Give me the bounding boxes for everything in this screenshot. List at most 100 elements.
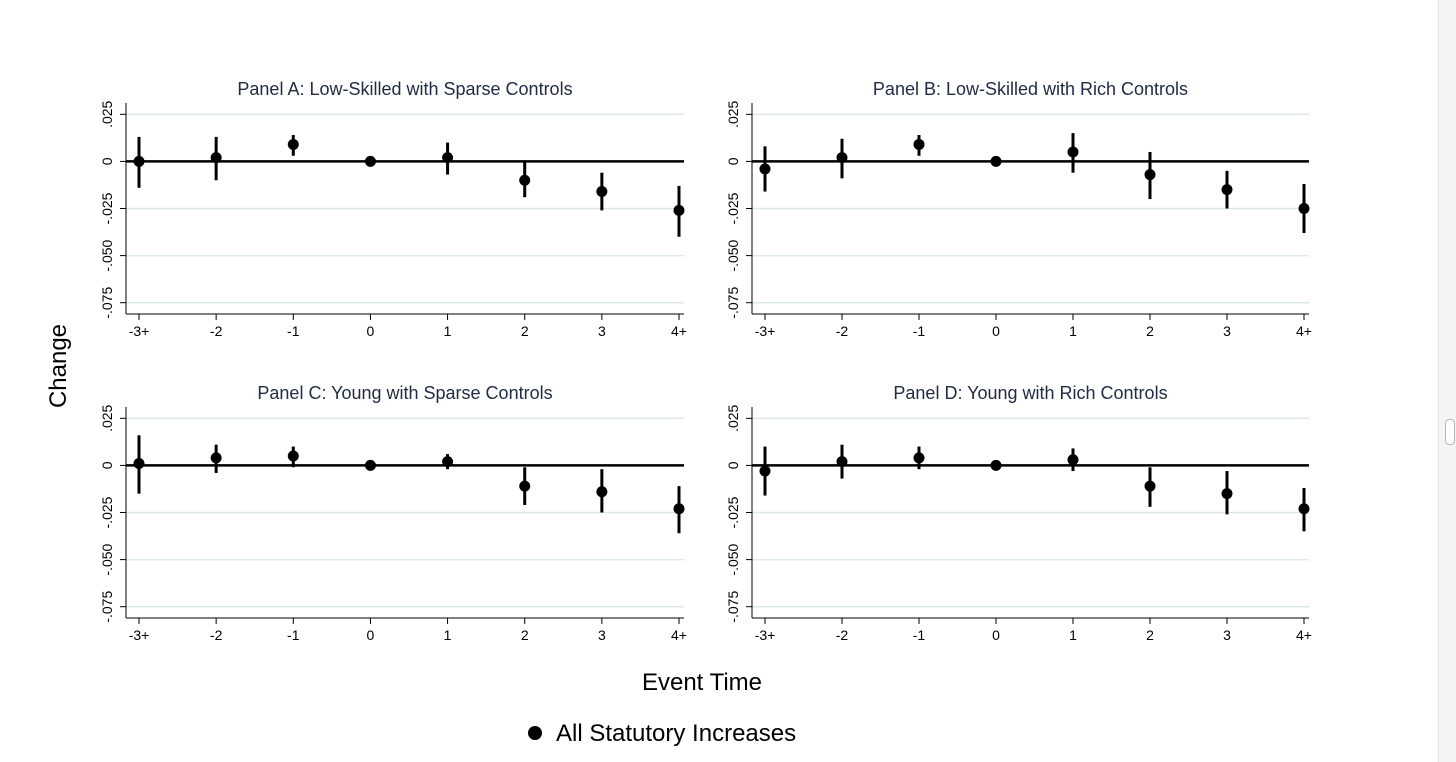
panel-d-y-tick-label: -.075	[725, 591, 741, 623]
panel-c-x-tick-label: 4+	[671, 627, 687, 643]
panel-b-x-tick-label: 4+	[1296, 323, 1312, 339]
panel-a-y-tick-label: 0	[99, 157, 115, 165]
panel-a-point	[673, 204, 685, 216]
panel-c-y-tick-label: 0	[99, 461, 115, 469]
panel-a-x-tick-label: 3	[598, 323, 606, 339]
panel-b-x-tick-label: 1	[1069, 323, 1077, 339]
panel-d-x-tick-label: 4+	[1296, 627, 1312, 643]
panel-b-x-tick-label: 0	[992, 323, 1000, 339]
legend-label: All Statutory Increases	[556, 720, 796, 747]
panel-b-y-tick-label: -.050	[725, 239, 741, 271]
panel-a-point	[596, 186, 608, 198]
panel-b-x-tick-label: -2	[836, 323, 849, 339]
panel-b-x-tick-label: 2	[1146, 323, 1154, 339]
y-axis-title: Change	[45, 324, 72, 408]
panel-d-point	[759, 465, 771, 477]
panel-d-x-tick-label: 0	[992, 627, 1000, 643]
panel-a-x-tick-label: 2	[521, 323, 529, 339]
panel-b-y-tick-label: 0	[725, 157, 741, 165]
panel-d-y-tick-label: -.050	[725, 543, 741, 575]
panel-b-point	[1144, 169, 1156, 181]
panel-d-x-tick-label: -2	[836, 627, 849, 643]
panel-c-point	[673, 503, 685, 515]
panel-a-point	[519, 174, 531, 186]
panel-d-point	[913, 452, 925, 464]
panel-d-y-tick-label: .025	[725, 404, 741, 431]
panel-d: .025 0 -.025 -.050 -.075 -3+ -2 -1 0 1 2 3 4+ Panel D…	[725, 383, 1312, 643]
panel-d-y-tick-label: -.025	[725, 496, 741, 528]
panel-d-point	[1067, 454, 1079, 466]
panel-c-y-tick-label: .025	[99, 404, 115, 431]
panel-b-y-tick-label: -.025	[725, 192, 741, 224]
panel-c-x-tick-label: -2	[210, 627, 223, 643]
scrollbar-thumb[interactable]	[1445, 419, 1455, 445]
panels-container: .025 0 -.025 -.050 -.075 -3+ -2 -1 0 1 2 3 4+ Panel A…	[99, 79, 1312, 643]
panel-a-y-tick-label: -.050	[99, 239, 115, 271]
panel-c-point	[442, 456, 454, 468]
panel-c-x-tick-label: -1	[287, 627, 300, 643]
panel-c-point	[519, 480, 531, 492]
panel-b-point	[836, 152, 848, 164]
panel-a-y-tick-label: -.075	[99, 287, 115, 319]
panel-a: .025 0 -.025 -.050 -.075 -3+ -2 -1 0 1 2 3 4+ Panel A…	[99, 79, 687, 339]
panel-a-x-tick-label: 0	[367, 323, 375, 339]
panel-d-point	[1144, 480, 1156, 492]
legend-marker	[528, 726, 542, 740]
panel-b-point	[913, 138, 925, 150]
panel-a-x-tick-label: -2	[210, 323, 223, 339]
panel-d-point	[836, 456, 848, 468]
panel-c-x-tick-label: 2	[521, 627, 529, 643]
panel-a-title: Panel A: Low-Skilled with Sparse Control…	[237, 79, 572, 99]
panel-b-y-tick-label: -.075	[725, 287, 741, 319]
panel-d-x-tick-label: 3	[1223, 627, 1231, 643]
panel-d-y-tick-label: 0	[725, 461, 741, 469]
scrollbar-track[interactable]	[1438, 0, 1456, 762]
panel-b: .025 0 -.025 -.050 -.075 -3+ -2 -1 0 1 2 3 4+ Panel B…	[725, 79, 1312, 339]
panel-c: .025 0 -.025 -.050 -.075 -3+ -2 -1 0 1 2 3 4+ Panel C…	[99, 383, 687, 643]
panel-b-point	[990, 155, 1002, 167]
legend: All Statutory Increases	[528, 720, 796, 747]
x-axis-title: Event Time	[642, 669, 762, 696]
panel-a-x-tick-label: 1	[444, 323, 452, 339]
panel-d-point	[1298, 503, 1310, 515]
panel-d-x-tick-label: 2	[1146, 627, 1154, 643]
panel-d-point	[990, 459, 1002, 471]
panel-d-x-tick-label: -1	[913, 627, 926, 643]
panel-a-point	[442, 152, 454, 164]
panel-a-point	[287, 138, 299, 150]
panel-a-x-tick-label: -1	[287, 323, 300, 339]
panel-c-y-tick-label: -.075	[99, 591, 115, 623]
panel-c-y-tick-label: -.025	[99, 496, 115, 528]
panel-c-x-tick-label: 3	[598, 627, 606, 643]
panel-c-x-tick-label: -3+	[129, 627, 150, 643]
panel-c-point	[364, 459, 376, 471]
panel-a-y-tick-label: .025	[99, 100, 115, 127]
panel-c-title: Panel C: Young with Sparse Controls	[257, 383, 552, 403]
panel-c-x-tick-label: 1	[444, 627, 452, 643]
panel-b-point	[1221, 184, 1233, 196]
panel-c-point	[287, 450, 299, 462]
panel-d-x-tick-label: 1	[1069, 627, 1077, 643]
panel-c-point	[596, 486, 608, 498]
panel-d-title: Panel D: Young with Rich Controls	[893, 383, 1167, 403]
panel-c-point	[210, 452, 222, 464]
panel-a-y-tick-label: -.025	[99, 192, 115, 224]
panel-a-x-tick-label: 4+	[671, 323, 687, 339]
panel-a-point	[133, 155, 145, 167]
panel-c-x-tick-label: 0	[367, 627, 375, 643]
panel-d-point	[1221, 488, 1233, 500]
panel-c-y-tick-label: -.050	[99, 543, 115, 575]
panel-b-point	[759, 163, 771, 175]
panel-c-point	[133, 458, 145, 470]
panel-b-x-tick-label: -3+	[755, 323, 776, 339]
panel-b-title: Panel B: Low-Skilled with Rich Controls	[873, 79, 1188, 99]
panel-d-x-tick-label: -3+	[755, 627, 776, 643]
panel-b-x-tick-label: 3	[1223, 323, 1231, 339]
panel-b-point	[1067, 146, 1079, 158]
panel-b-point	[1298, 203, 1310, 214]
panel-a-point	[210, 152, 222, 164]
panel-a-point	[364, 155, 376, 167]
panel-a-x-tick-label: -3+	[129, 323, 150, 339]
panel-b-x-tick-label: -1	[913, 323, 926, 339]
